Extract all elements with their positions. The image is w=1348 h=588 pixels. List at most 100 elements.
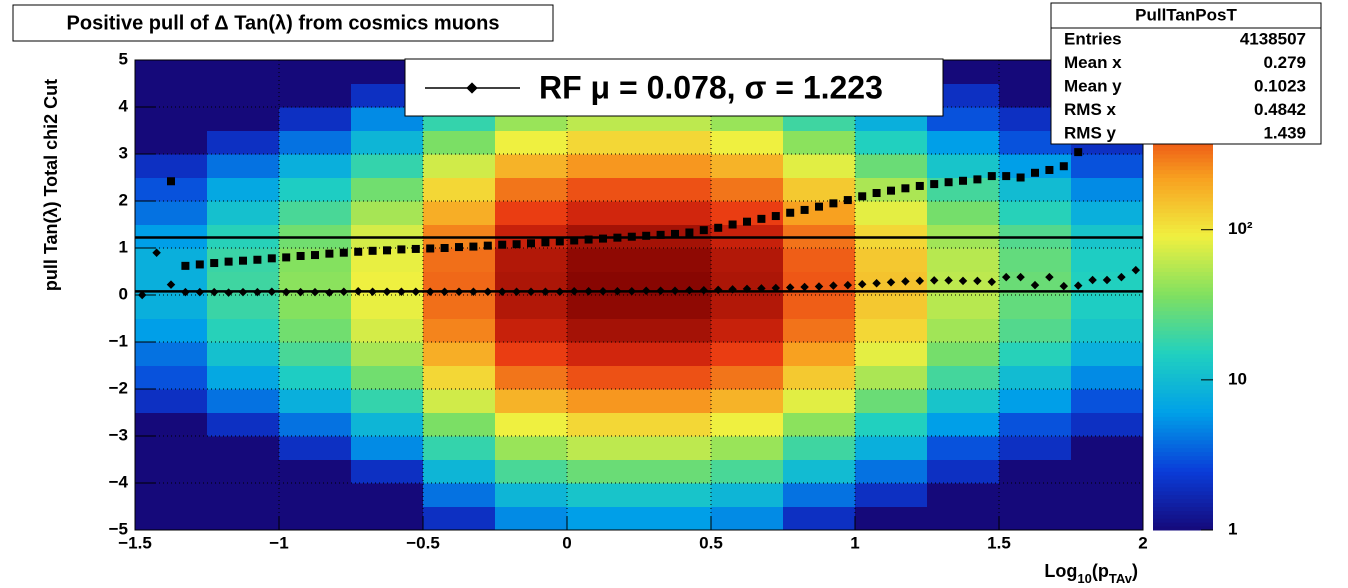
color-bar-step	[1153, 506, 1213, 511]
x-tick-label: 1	[850, 533, 859, 552]
color-bar-step	[1153, 306, 1213, 312]
diamond-marker	[771, 283, 781, 293]
heatmap-cell	[567, 295, 640, 319]
diamond-marker	[901, 277, 910, 286]
square-marker	[527, 239, 535, 248]
heatmap-cell	[279, 177, 352, 202]
heatmap-cell	[279, 365, 352, 390]
heatmap-cell	[423, 389, 496, 413]
diamond-marker	[785, 283, 795, 292]
diamond-marker	[469, 287, 478, 296]
heatmap-cell	[999, 201, 1072, 225]
heatmap-cell	[423, 318, 496, 343]
heatmap-cell	[567, 389, 640, 413]
stats-title: PullTanPosT	[1135, 5, 1237, 24]
square-marker	[944, 178, 953, 187]
diamond-marker	[598, 286, 608, 296]
heatmap-cell	[1071, 483, 1144, 507]
stats-name: RMS x	[1064, 100, 1117, 119]
square-marker	[771, 212, 780, 221]
heatmap-cell	[279, 506, 352, 531]
diamond-marker	[1059, 281, 1069, 291]
heatmap-cell	[495, 248, 568, 272]
square-marker	[411, 244, 420, 253]
heatmap-cell	[639, 506, 712, 531]
square-marker	[195, 260, 204, 269]
color-bar-step	[1153, 373, 1213, 378]
diamond-marker	[440, 287, 449, 296]
color-bar-step	[1153, 189, 1213, 194]
heatmap-cell	[423, 177, 496, 202]
square-marker	[1031, 168, 1039, 177]
heatmap-cell	[135, 201, 208, 225]
color-bar-step	[1153, 408, 1213, 413]
heatmap-cell	[423, 483, 496, 507]
heatmap-cell	[639, 201, 712, 225]
diamond-marker	[1001, 272, 1011, 282]
heatmap-cell	[927, 318, 1000, 343]
color-bar-step	[1153, 244, 1213, 249]
color-bar-step	[1153, 432, 1213, 437]
heatmap-cell	[351, 412, 424, 437]
heatmap-cell	[783, 506, 856, 531]
color-bar-step	[1153, 275, 1213, 280]
heatmap-cell	[999, 365, 1072, 390]
color-bar-step	[1153, 161, 1213, 167]
heatmap-cell	[639, 177, 712, 202]
z-tick-label: 10²	[1228, 219, 1253, 238]
color-bar-step	[1153, 287, 1213, 292]
color-bar-step	[1153, 357, 1213, 363]
stats-name: Mean y	[1064, 76, 1122, 95]
diamond-marker	[656, 286, 665, 296]
heatmap-cell	[567, 177, 640, 202]
diamond-marker	[857, 279, 867, 289]
heatmap-cell	[495, 318, 568, 343]
heatmap-cell	[1071, 412, 1144, 437]
color-bar-step	[1153, 173, 1213, 178]
heatmap-cell	[207, 83, 280, 108]
heatmap-cell	[567, 201, 640, 225]
heatmap-cell	[927, 365, 1000, 390]
square-marker	[253, 255, 262, 264]
heatmap-cell	[495, 295, 568, 319]
color-bar-step	[1153, 412, 1213, 417]
x-tick-label: −1	[269, 533, 288, 552]
heatmap-cell	[495, 459, 568, 484]
heatmap-cell	[423, 436, 496, 460]
heatmap-cell	[927, 389, 1000, 413]
heatmap-cell	[711, 342, 784, 366]
heatmap-cell	[639, 436, 712, 460]
square-marker	[541, 238, 550, 247]
color-bar-step	[1153, 389, 1213, 394]
color-bar-step	[1153, 447, 1213, 453]
heatmap-cell	[279, 436, 352, 460]
heatmap-cell	[999, 318, 1072, 343]
heatmap-cell	[135, 389, 208, 413]
diamond-marker	[181, 287, 190, 297]
heatmap-cell	[999, 483, 1072, 507]
heatmap-cell	[495, 436, 568, 460]
color-bar-step	[1153, 420, 1213, 425]
color-bar-step	[1153, 400, 1213, 406]
diamond-marker	[958, 276, 968, 286]
heatmap-cell	[135, 506, 208, 531]
color-bar-step	[1153, 377, 1213, 382]
square-marker	[239, 256, 247, 265]
x-tick-label: 2	[1138, 533, 1147, 552]
diamond-marker	[195, 287, 205, 297]
heatmap-cell	[135, 342, 208, 366]
color-bar-step	[1153, 396, 1213, 402]
color-bar-step	[1153, 498, 1213, 504]
square-marker	[815, 202, 823, 211]
diamond-marker	[670, 286, 680, 296]
color-bar-step	[1153, 271, 1213, 276]
color-bar-step	[1153, 502, 1213, 507]
heatmap-cell	[639, 389, 712, 413]
diamond-marker	[296, 287, 305, 297]
y-tick-label: 4	[119, 96, 129, 115]
heatmap-cell	[423, 459, 496, 484]
heatmap-cell	[855, 436, 928, 460]
heatmap-cell	[999, 177, 1072, 202]
square-marker	[267, 254, 276, 263]
chart-title: Positive pull of Δ Tan(λ) from cosmics m…	[67, 12, 500, 34]
